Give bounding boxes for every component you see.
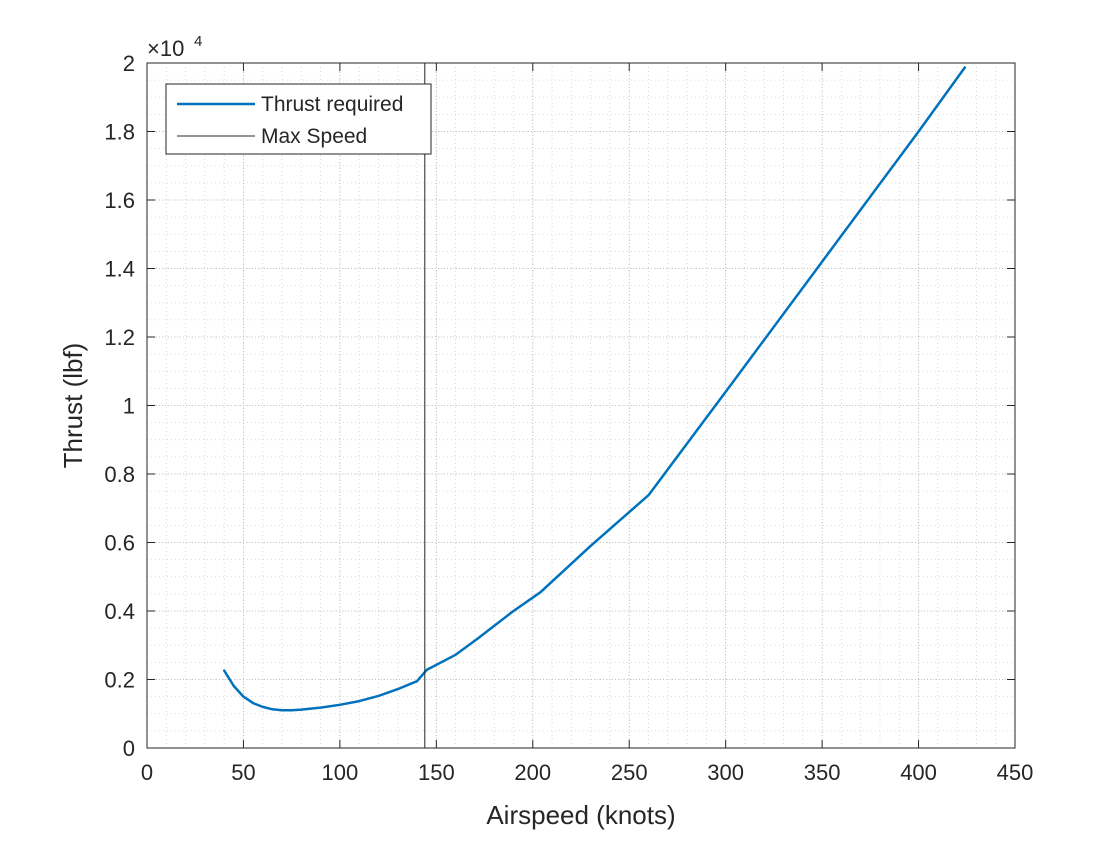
x-tick-label: 300: [707, 760, 744, 785]
grid: [146, 62, 1016, 749]
y-exponent-power: 4: [194, 33, 202, 50]
legend-box: [165, 83, 432, 155]
y-tick-label: 2: [123, 51, 135, 76]
y-tick-label: 1.8: [104, 120, 135, 145]
y-tick-label: 1.4: [104, 257, 135, 282]
series-line-thrust-required: [222, 66, 967, 712]
y-tick-label: 1.6: [104, 188, 135, 213]
x-tick-label: 200: [514, 760, 551, 785]
y-tick-label: 0.2: [104, 668, 135, 693]
x-axis-label: Airspeed (knots): [486, 800, 675, 830]
y-tick-label: 0.8: [104, 462, 135, 487]
legend: Thrust required Max Speed: [165, 83, 432, 155]
x-tick-label: 400: [900, 760, 937, 785]
legend-label-max-speed: Max Speed: [261, 125, 367, 148]
y-exponent-label: ×10 4: [147, 33, 202, 61]
y-tick-label: 0.6: [104, 531, 135, 556]
x-tick-label: 350: [804, 760, 841, 785]
y-tick-label: 0: [123, 736, 135, 761]
x-tick-label: 100: [322, 760, 359, 785]
axes-box: [146, 62, 1016, 749]
ticks: 0 50 100 150 200 250 300 350 400 450 0 0.2 0.4 0.6 0.8…: [104, 51, 1033, 785]
y-tick-label: 0.4: [104, 599, 135, 624]
y-exponent-base: ×10: [147, 36, 184, 61]
y-axis-label: Thrust (lbf): [58, 343, 88, 469]
series: [222, 62, 967, 749]
x-tick-label: 0: [141, 760, 153, 785]
x-tick-label: 250: [611, 760, 648, 785]
y-tick-label: 1.2: [104, 325, 135, 350]
y-tick-label: 1: [123, 394, 135, 419]
x-tick-label: 150: [418, 760, 455, 785]
x-tick-label: 50: [231, 760, 255, 785]
x-tick-label: 450: [997, 760, 1034, 785]
legend-label-thrust-required: Thrust required: [261, 93, 403, 116]
